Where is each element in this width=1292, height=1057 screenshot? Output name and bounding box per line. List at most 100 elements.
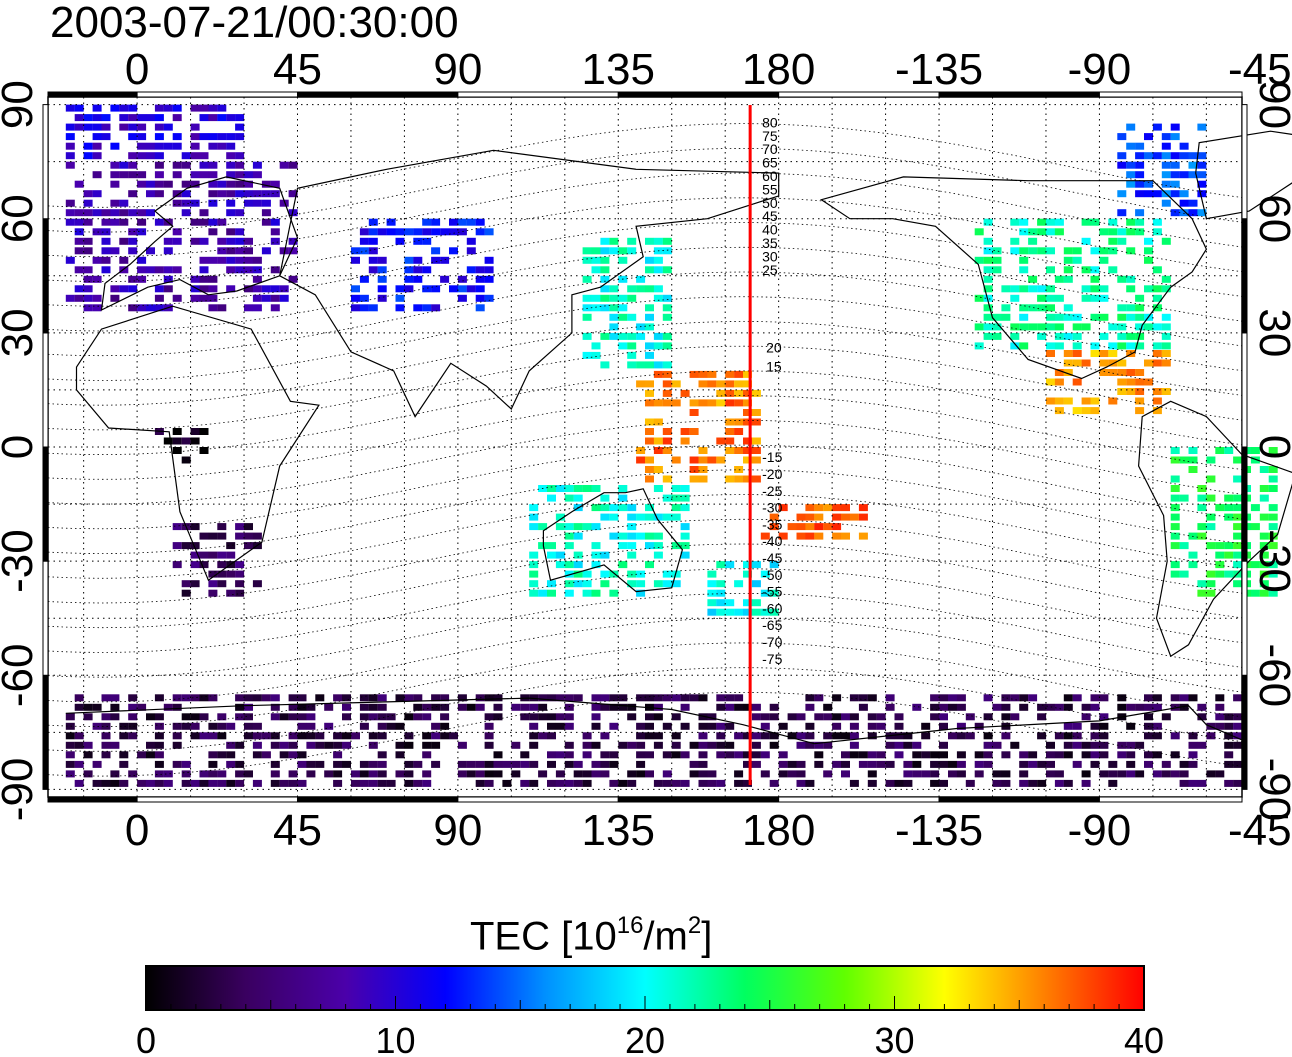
tec-cell	[261, 180, 271, 188]
tec-cell	[440, 256, 450, 264]
tec-cell	[1206, 589, 1216, 597]
colorbar-title-exponent: 16	[616, 912, 644, 939]
tec-cell	[217, 304, 227, 312]
tec-cell	[743, 732, 752, 740]
tec-cell	[787, 523, 797, 531]
tec-cell	[217, 114, 227, 122]
tec-cell	[894, 741, 904, 749]
tec-cell	[190, 428, 200, 435]
tec-cell	[333, 694, 343, 702]
tec-cell	[1215, 561, 1225, 569]
tec-cell	[769, 732, 779, 740]
tec-cell	[529, 513, 539, 521]
tec-cell	[440, 722, 450, 730]
tec-cell	[867, 713, 877, 721]
tec-cell	[725, 399, 735, 407]
tec-cell	[698, 447, 708, 454]
tec-cell	[119, 209, 129, 217]
tec-cell	[930, 713, 940, 721]
tec-cell	[386, 779, 396, 787]
tec-cell	[760, 589, 770, 597]
tec-cell	[1126, 171, 1136, 179]
tec-cell	[743, 475, 752, 483]
contour-line	[47, 667, 1243, 752]
tec-cell	[529, 703, 539, 711]
tec-cell	[538, 589, 548, 597]
tec-cell	[778, 504, 788, 512]
tec-cell	[903, 779, 913, 787]
tec-cell	[1135, 304, 1145, 312]
tec-cell	[591, 694, 601, 702]
tec-cell	[1090, 342, 1100, 350]
tec-cell	[226, 237, 236, 245]
tec-cell	[208, 532, 218, 540]
tec-cell	[983, 751, 993, 759]
tec-cell	[939, 722, 948, 730]
tec-cell	[154, 694, 164, 702]
lat-tick-right: 60	[1250, 194, 1292, 243]
tec-cell	[65, 770, 75, 778]
tec-cell	[297, 751, 307, 759]
contour-label: 30	[762, 248, 778, 264]
tec-cell	[680, 494, 690, 502]
tec-cell	[645, 256, 654, 264]
tec-cell	[894, 713, 904, 721]
tec-cell	[680, 703, 690, 711]
tec-cell	[1188, 694, 1198, 702]
frame-band-bottom	[136, 796, 298, 803]
tec-cell	[252, 294, 262, 302]
tec-cell	[404, 770, 414, 778]
tec-cell	[680, 779, 690, 787]
tec-cell	[965, 732, 975, 740]
tec-cell	[1090, 275, 1100, 283]
coastlines	[65, 130, 1292, 745]
tec-cell	[1028, 760, 1038, 768]
tec-cell	[154, 304, 164, 312]
tec-cell	[707, 370, 717, 378]
tec-cell	[1224, 713, 1234, 721]
tec-cell	[671, 580, 681, 588]
tec-cell	[653, 732, 663, 740]
tec-cell	[1108, 247, 1118, 255]
tec-cell	[627, 713, 637, 721]
tec-cell	[520, 703, 530, 711]
tec-cell	[618, 703, 628, 711]
tec-cell	[1170, 770, 1180, 778]
tec-cell	[671, 732, 681, 740]
tec-cell	[181, 456, 191, 464]
tec-cell	[1152, 350, 1162, 357]
tec-cell	[645, 389, 654, 397]
tec-cell	[564, 494, 574, 502]
lat-tick-left: 60	[0, 194, 42, 243]
tec-cell	[653, 437, 663, 445]
tec-cell	[1268, 504, 1278, 512]
tec-cell	[662, 570, 672, 578]
tec-cell	[199, 209, 209, 217]
tec-cell	[725, 722, 735, 730]
tec-cell	[662, 513, 672, 521]
tec-cell	[1099, 369, 1109, 376]
tec-cell	[101, 247, 111, 255]
tec-cell	[778, 751, 788, 759]
tec-cell	[101, 751, 111, 759]
tec-cell	[226, 551, 236, 559]
tec-cell	[128, 247, 138, 255]
plot-title: 2003-07-21/00:30:00	[50, 0, 459, 47]
tec-cell	[1215, 770, 1225, 778]
tec-cell	[1250, 447, 1260, 454]
tec-cell	[431, 247, 441, 255]
tec-cell	[653, 342, 663, 350]
tec-cell	[511, 770, 521, 778]
tec-cell	[858, 703, 868, 711]
tec-cell	[1010, 285, 1020, 293]
tec-cell	[235, 779, 245, 787]
tec-cell	[270, 770, 280, 778]
tec-cell	[74, 703, 84, 711]
tec-cell	[457, 218, 467, 226]
tec-cell	[529, 589, 539, 597]
tec-cell	[288, 190, 298, 198]
tec-cell	[395, 294, 405, 302]
tec-cell	[564, 741, 574, 749]
tec-cell	[1233, 542, 1243, 550]
tec-cell	[1188, 209, 1198, 217]
